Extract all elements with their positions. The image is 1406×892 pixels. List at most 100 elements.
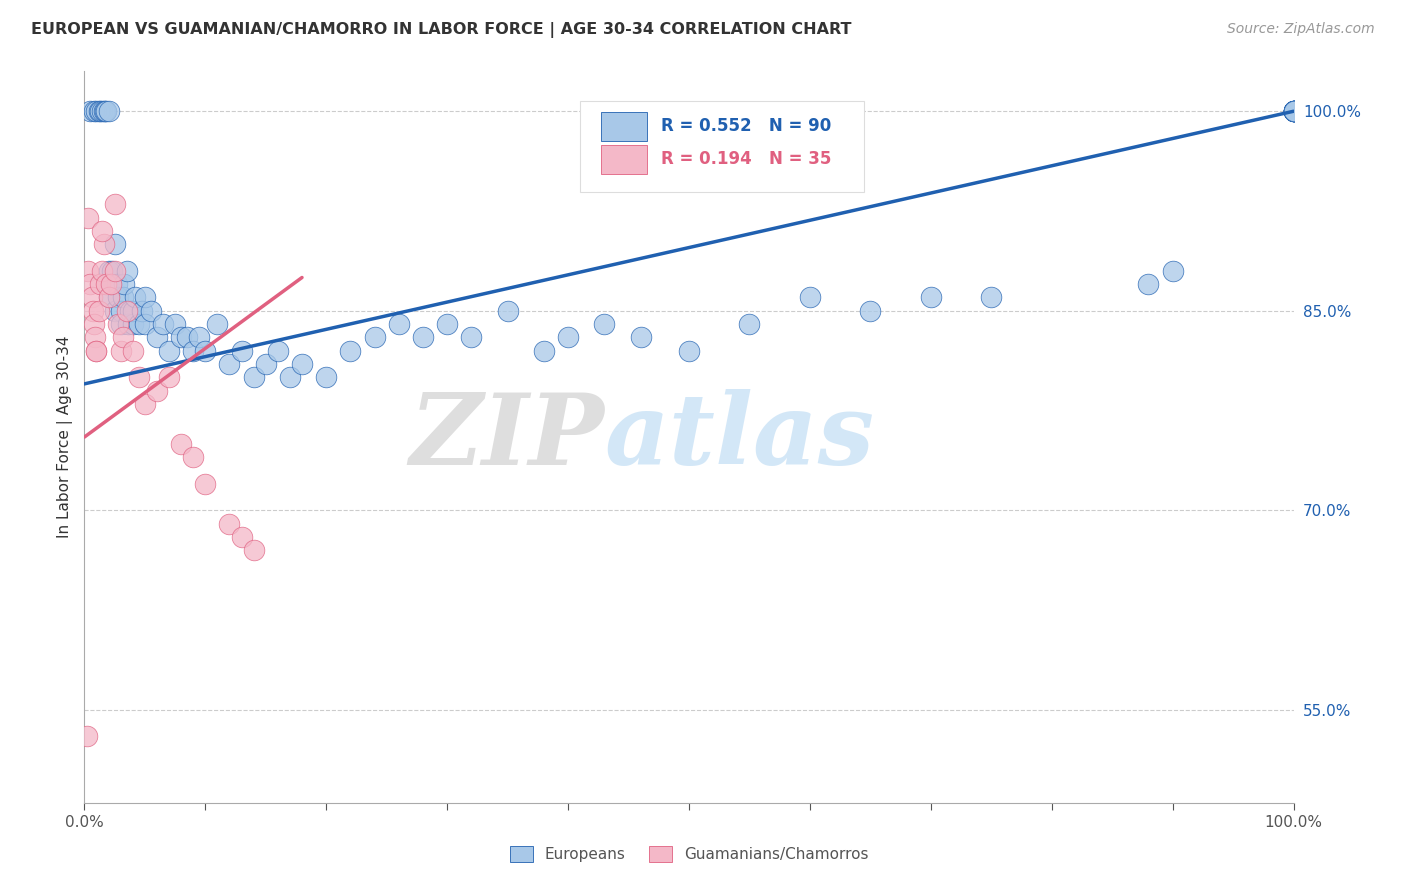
Point: [91, 264, 114, 278]
Point: [139, 303, 162, 318]
Point: [738, 317, 761, 331]
Point: [104, 237, 127, 252]
Point: [194, 476, 217, 491]
Point: [146, 330, 169, 344]
Point: [1282, 104, 1305, 119]
Point: [339, 343, 361, 358]
Point: [110, 343, 132, 358]
Point: [112, 290, 135, 304]
Point: [97, 264, 120, 278]
Point: [254, 357, 277, 371]
Point: [131, 303, 153, 318]
Point: [79, 104, 101, 119]
Point: [496, 303, 519, 318]
Point: [83, 317, 105, 331]
Point: [115, 264, 138, 278]
Point: [1282, 104, 1305, 119]
Point: [86, 343, 108, 358]
Point: [117, 317, 139, 331]
Point: [121, 303, 143, 318]
Point: [94, 104, 117, 119]
Point: [533, 343, 555, 358]
Point: [83, 104, 105, 119]
Point: [121, 317, 143, 331]
Point: [86, 343, 108, 358]
Point: [100, 277, 122, 292]
Point: [363, 330, 385, 344]
Point: [278, 370, 301, 384]
Point: [859, 303, 882, 318]
Point: [91, 224, 114, 238]
Point: [91, 104, 114, 119]
Point: [170, 436, 193, 450]
Point: [79, 277, 101, 292]
Text: R = 0.552   N = 90: R = 0.552 N = 90: [661, 117, 831, 136]
Point: [124, 290, 146, 304]
Point: [104, 264, 127, 278]
Point: [112, 330, 135, 344]
Point: [86, 104, 108, 119]
Point: [157, 343, 180, 358]
Text: EUROPEAN VS GUAMANIAN/CHAMORRO IN LABOR FORCE | AGE 30-34 CORRELATION CHART: EUROPEAN VS GUAMANIAN/CHAMORRO IN LABOR …: [31, 22, 852, 38]
Point: [218, 357, 240, 371]
Point: [77, 264, 100, 278]
Point: [94, 104, 117, 119]
Point: [1282, 104, 1305, 119]
Point: [557, 330, 579, 344]
Point: [630, 330, 652, 344]
Point: [207, 317, 229, 331]
Y-axis label: In Labor Force | Age 30-34: In Labor Force | Age 30-34: [58, 335, 73, 539]
Point: [315, 370, 337, 384]
Point: [100, 277, 122, 292]
Point: [107, 317, 129, 331]
Point: [194, 343, 217, 358]
Point: [242, 543, 264, 558]
FancyBboxPatch shape: [581, 101, 865, 192]
Point: [134, 397, 156, 411]
Point: [593, 317, 616, 331]
Point: [97, 290, 120, 304]
Point: [176, 330, 198, 344]
Point: [181, 343, 204, 358]
Point: [980, 290, 1002, 304]
Text: R = 0.194   N = 35: R = 0.194 N = 35: [661, 150, 831, 168]
Point: [242, 370, 264, 384]
Point: [104, 303, 127, 318]
Point: [101, 264, 124, 278]
Point: [105, 277, 128, 292]
Point: [388, 317, 411, 331]
Point: [80, 290, 103, 304]
Point: [678, 343, 700, 358]
Point: [134, 317, 156, 331]
Point: [89, 277, 111, 292]
Point: [112, 277, 135, 292]
Point: [920, 290, 942, 304]
Point: [120, 303, 142, 318]
Point: [188, 330, 211, 344]
Point: [94, 277, 117, 292]
FancyBboxPatch shape: [600, 112, 647, 141]
Point: [460, 330, 482, 344]
Text: atlas: atlas: [605, 389, 875, 485]
Point: [1282, 104, 1305, 119]
Point: [87, 303, 110, 318]
Point: [115, 303, 138, 318]
Point: [1282, 104, 1305, 119]
Point: [82, 303, 104, 318]
Point: [1282, 104, 1305, 119]
Point: [134, 290, 156, 304]
Point: [436, 317, 458, 331]
Point: [1282, 104, 1305, 119]
Point: [157, 370, 180, 384]
Point: [267, 343, 290, 358]
Point: [152, 317, 174, 331]
Point: [291, 357, 314, 371]
Point: [87, 104, 110, 119]
FancyBboxPatch shape: [600, 145, 647, 174]
Point: [121, 343, 143, 358]
Legend: Europeans, Guamanians/Chamorros: Europeans, Guamanians/Chamorros: [503, 840, 875, 868]
Point: [93, 104, 115, 119]
Point: [77, 211, 100, 225]
Point: [170, 330, 193, 344]
Point: [412, 330, 434, 344]
